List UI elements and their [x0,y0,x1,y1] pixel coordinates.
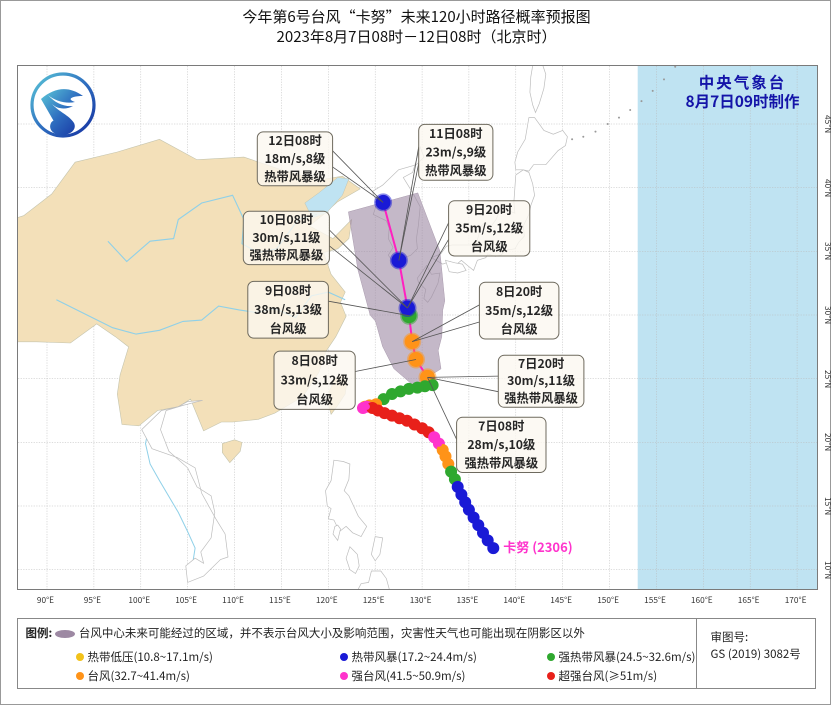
svg-text:8日20时: 8日20时 [495,282,541,300]
svg-text:30m/s,11级: 30m/s,11级 [507,371,576,389]
svg-text:7日08时: 7日08时 [478,416,524,434]
svg-text:台风级: 台风级 [296,390,334,408]
svg-text:30m/s,11级: 30m/s,11级 [252,228,321,246]
svg-text:18m/s,8级: 18m/s,8级 [264,149,325,167]
svg-text:9日20时: 9日20时 [466,200,512,218]
svg-text:9日08时: 9日08时 [264,281,310,299]
svg-text:强热带风暴级: 强热带风暴级 [464,453,538,471]
svg-text:35m/s,12级: 35m/s,12级 [485,301,554,319]
svg-text:23m/s,9级: 23m/s,9级 [425,142,486,160]
svg-text:热带风暴级: 热带风暴级 [264,167,326,185]
svg-text:35m/s,12级: 35m/s,12级 [455,218,524,236]
svg-text:33m/s,12级: 33m/s,12级 [280,370,349,388]
svg-text:12日08时: 12日08时 [268,131,322,149]
svg-text:11日08时: 11日08时 [429,124,483,142]
svg-text:8日08时: 8日08时 [291,351,337,369]
svg-text:卡努 (2306): 卡努 (2306) [503,537,572,556]
svg-text:强热带风暴级: 强热带风暴级 [249,246,323,264]
svg-text:8月7日09时制作: 8月7日09时制作 [685,90,799,112]
svg-text:28m/s,10级: 28m/s,10级 [467,435,536,453]
svg-text:热带风暴级: 热带风暴级 [425,161,487,179]
svg-text:台风级: 台风级 [470,237,508,255]
svg-text:强热带风暴级: 强热带风暴级 [504,388,578,406]
svg-text:10日08时: 10日08时 [259,210,313,228]
svg-text:台风级: 台风级 [269,319,307,337]
svg-text:台风级: 台风级 [500,320,538,338]
svg-text:7日20时: 7日20时 [517,354,563,372]
svg-text:38m/s,13级: 38m/s,13级 [254,300,323,318]
